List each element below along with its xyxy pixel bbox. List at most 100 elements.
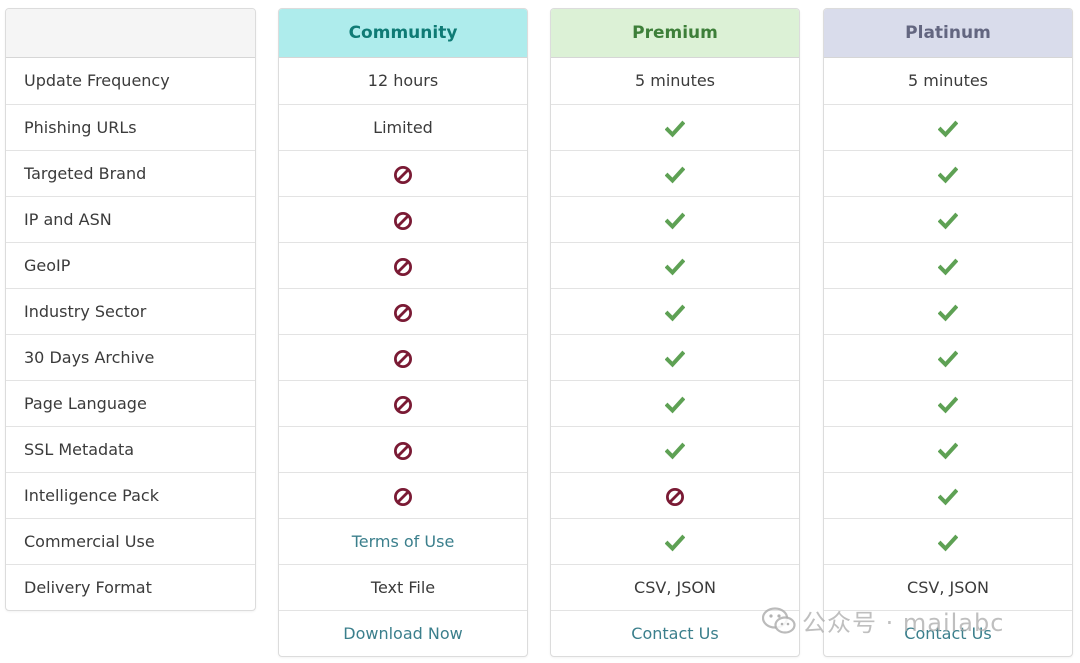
check-icon xyxy=(938,349,958,369)
check-icon xyxy=(938,211,958,231)
feature-label: Industry Sector xyxy=(6,288,255,334)
feature-label: Page Language xyxy=(6,380,255,426)
forbidden-icon xyxy=(393,165,413,185)
check-icon xyxy=(938,395,958,415)
check-icon xyxy=(665,349,685,369)
plan-column-community: Community 12 hours Limited Terms of Use Tex… xyxy=(278,8,528,657)
plan-cell xyxy=(824,380,1072,426)
forbidden-icon xyxy=(393,257,413,277)
feature-label: Delivery Format xyxy=(6,564,255,610)
cell-value: Text File xyxy=(370,578,436,597)
feature-label: Update Frequency xyxy=(24,71,170,90)
plan-cell: Limited xyxy=(279,104,527,150)
plan-cell xyxy=(824,242,1072,288)
feature-label: Phishing URLs xyxy=(6,104,255,150)
watermark: 公众号 · mailabc xyxy=(761,603,1005,641)
feature-label: 30 Days Archive xyxy=(6,334,255,380)
plan-cells-platinum: 5 minutes CSV, JSON xyxy=(824,58,1072,610)
forbidden-icon xyxy=(665,487,685,507)
check-icon xyxy=(938,257,958,277)
plan-cell xyxy=(824,334,1072,380)
check-icon xyxy=(665,165,685,185)
plan-cell xyxy=(279,150,527,196)
plan-cell: CSV, JSON xyxy=(824,564,1072,610)
plan-cell: 12 hours xyxy=(279,58,527,104)
forbidden-icon xyxy=(393,487,413,507)
forbidden-icon xyxy=(393,303,413,323)
plan-cell xyxy=(551,334,799,380)
download-now-link[interactable]: Download Now xyxy=(279,610,527,656)
check-icon xyxy=(665,533,685,553)
plan-cell xyxy=(824,196,1072,242)
forbidden-icon xyxy=(393,441,413,461)
check-icon xyxy=(938,533,958,553)
feature-label: IP and ASN xyxy=(6,196,255,242)
plan-cell xyxy=(551,104,799,150)
plan-column-premium: Premium 5 minutes CSV, JSON Contact Us xyxy=(550,8,800,657)
plan-cell xyxy=(551,518,799,564)
plan-cells-community: 12 hours Limited Terms of Use Text File xyxy=(279,58,527,610)
plan-column-platinum: Platinum 5 minutes CSV, JSON Contact Us xyxy=(823,8,1073,657)
check-icon xyxy=(938,119,958,139)
plan-cell xyxy=(824,150,1072,196)
feature-label: SSL Metadata xyxy=(6,426,255,472)
forbidden-icon xyxy=(393,395,413,415)
check-icon xyxy=(665,441,685,461)
plan-cell xyxy=(824,472,1072,518)
check-icon xyxy=(665,395,685,415)
check-icon xyxy=(938,441,958,461)
plan-cell xyxy=(551,196,799,242)
check-icon xyxy=(665,257,685,277)
forbidden-icon xyxy=(393,349,413,369)
plan-cell xyxy=(551,426,799,472)
plan-cell xyxy=(279,380,527,426)
watermark-text: 公众号 · mailabc xyxy=(802,609,1005,637)
plan-cell xyxy=(824,426,1072,472)
cell-value: CSV, JSON xyxy=(907,578,989,597)
check-icon xyxy=(938,487,958,507)
plan-cell xyxy=(551,288,799,334)
check-icon xyxy=(665,119,685,139)
plan-cell xyxy=(551,380,799,426)
plan-cells-premium: 5 minutes CSV, JSON xyxy=(551,58,799,610)
plan-cell xyxy=(824,518,1072,564)
plan-cell: Text File xyxy=(279,564,527,610)
check-icon xyxy=(665,211,685,231)
check-icon xyxy=(938,303,958,323)
plan-cell xyxy=(279,242,527,288)
check-icon xyxy=(665,303,685,323)
check-icon xyxy=(938,165,958,185)
cell-value: 12 hours xyxy=(367,71,439,90)
plan-cell xyxy=(279,472,527,518)
plan-header-community: Community xyxy=(279,9,527,58)
plan-cell xyxy=(551,472,799,518)
plan-cell xyxy=(824,104,1072,150)
plan-cell xyxy=(551,150,799,196)
plan-cell xyxy=(279,334,527,380)
feature-label: Targeted Brand xyxy=(6,150,255,196)
plan-cell xyxy=(824,288,1072,334)
features-column: Update Frequency Phishing URLs Targeted Br… xyxy=(5,8,256,611)
feature-label: Commercial Use xyxy=(6,518,255,564)
cell-value: Limited xyxy=(373,118,433,137)
plan-cell: 5 minutes xyxy=(551,58,799,104)
contact-us-link-premium[interactable]: Contact Us xyxy=(551,610,799,656)
feature-label: GeoIP xyxy=(6,242,255,288)
plan-cell xyxy=(279,196,527,242)
feature-label: Intelligence Pack xyxy=(6,472,255,518)
plan-cell: Terms of Use xyxy=(279,518,527,564)
contact-us-link-platinum[interactable]: Contact Us xyxy=(824,610,1072,656)
plan-header-platinum: Platinum xyxy=(824,9,1072,58)
plan-cell xyxy=(551,242,799,288)
features-header xyxy=(6,9,255,58)
terms-of-use-link[interactable]: Terms of Use xyxy=(351,532,455,551)
plan-header-premium: Premium xyxy=(551,9,799,58)
cell-value: CSV, JSON xyxy=(634,578,716,597)
plan-cell xyxy=(279,288,527,334)
cell-value: 5 minutes xyxy=(907,71,989,90)
forbidden-icon xyxy=(393,211,413,231)
cell-value: 5 minutes xyxy=(634,71,716,90)
plan-cell: CSV, JSON xyxy=(551,564,799,610)
wechat-logo-icon xyxy=(761,607,796,641)
feature-list: Update Frequency Phishing URLs Targeted Br… xyxy=(6,58,255,610)
